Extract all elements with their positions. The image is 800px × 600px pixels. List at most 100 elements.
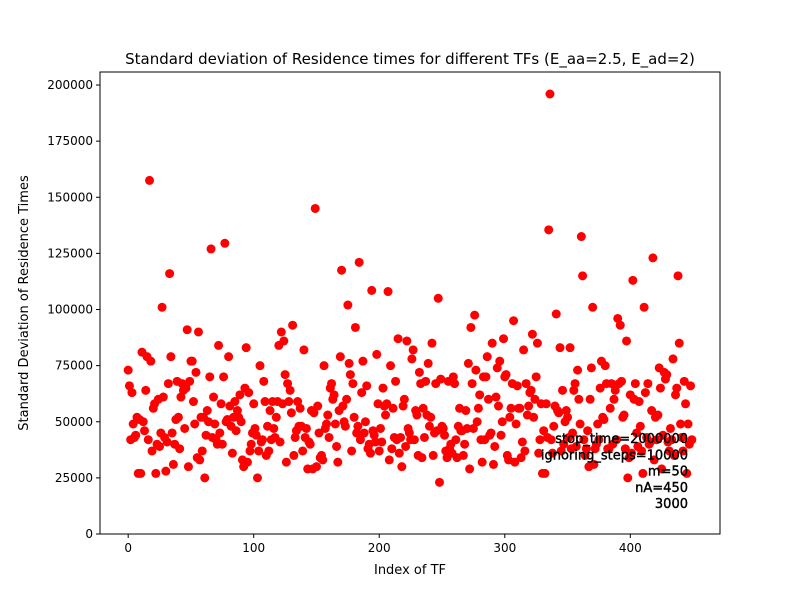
point bbox=[141, 385, 151, 395]
point bbox=[260, 397, 270, 407]
point bbox=[318, 455, 328, 465]
x-tick-label: 0 bbox=[124, 541, 132, 555]
point bbox=[281, 457, 291, 467]
point bbox=[682, 468, 692, 478]
point bbox=[640, 388, 650, 398]
point bbox=[438, 423, 448, 433]
point bbox=[241, 343, 251, 353]
point bbox=[655, 383, 665, 393]
point bbox=[515, 403, 525, 413]
point bbox=[258, 435, 268, 445]
point bbox=[637, 446, 647, 456]
point bbox=[313, 401, 323, 411]
point bbox=[540, 468, 550, 478]
point bbox=[181, 383, 191, 393]
point bbox=[605, 403, 615, 413]
point bbox=[573, 365, 583, 375]
point bbox=[365, 448, 375, 458]
point bbox=[342, 394, 352, 404]
point bbox=[338, 401, 348, 411]
point bbox=[323, 410, 333, 420]
point bbox=[428, 450, 438, 460]
point bbox=[147, 446, 157, 456]
point bbox=[412, 410, 422, 420]
point bbox=[586, 363, 596, 373]
point bbox=[310, 203, 320, 213]
point bbox=[275, 437, 285, 447]
point bbox=[570, 379, 580, 389]
point bbox=[280, 370, 290, 380]
point bbox=[195, 455, 205, 465]
point bbox=[499, 334, 509, 344]
point bbox=[632, 428, 642, 438]
point bbox=[224, 352, 234, 362]
point bbox=[381, 410, 391, 420]
point bbox=[579, 435, 589, 445]
point bbox=[606, 379, 616, 389]
point bbox=[619, 410, 629, 420]
point bbox=[136, 468, 146, 478]
point bbox=[246, 439, 256, 449]
point bbox=[404, 428, 414, 438]
point bbox=[600, 361, 610, 371]
point bbox=[352, 428, 362, 438]
point bbox=[647, 406, 657, 416]
point bbox=[370, 437, 380, 447]
point bbox=[161, 466, 171, 476]
point bbox=[627, 448, 637, 458]
point bbox=[662, 370, 672, 380]
point bbox=[215, 428, 225, 438]
point bbox=[630, 379, 640, 389]
point bbox=[131, 430, 141, 440]
point bbox=[384, 455, 394, 465]
point bbox=[427, 338, 437, 348]
point bbox=[299, 345, 309, 355]
point bbox=[563, 412, 573, 422]
point bbox=[289, 450, 299, 460]
point bbox=[166, 352, 176, 362]
point bbox=[197, 446, 207, 456]
point bbox=[595, 383, 605, 393]
point bbox=[209, 392, 219, 402]
point bbox=[471, 365, 481, 375]
point bbox=[383, 287, 393, 297]
x-tick-label: 300 bbox=[493, 541, 516, 555]
point bbox=[620, 444, 630, 454]
point bbox=[683, 419, 693, 429]
point bbox=[350, 322, 360, 332]
annotation: m=50 bbox=[648, 465, 688, 480]
point bbox=[679, 376, 689, 386]
point bbox=[594, 435, 604, 445]
point bbox=[581, 444, 591, 454]
point bbox=[470, 310, 480, 320]
point bbox=[265, 406, 275, 416]
point bbox=[349, 412, 359, 422]
y-tick-label: 200000 bbox=[47, 78, 93, 92]
point bbox=[466, 322, 476, 332]
point bbox=[486, 428, 496, 438]
point bbox=[417, 453, 427, 463]
point bbox=[168, 459, 178, 469]
point bbox=[526, 385, 536, 395]
point bbox=[483, 394, 493, 404]
point bbox=[332, 441, 342, 451]
annotation: 3000 bbox=[655, 497, 688, 512]
point bbox=[687, 435, 697, 445]
point bbox=[493, 401, 503, 411]
point bbox=[242, 457, 252, 467]
annotation: ignoring_steps=10000 bbox=[541, 448, 688, 463]
point bbox=[145, 175, 155, 185]
point bbox=[402, 336, 412, 346]
point bbox=[524, 401, 534, 411]
point bbox=[173, 412, 183, 422]
point bbox=[396, 432, 406, 442]
point bbox=[359, 428, 369, 438]
point bbox=[259, 376, 269, 386]
point bbox=[374, 446, 384, 456]
point bbox=[534, 448, 544, 458]
point bbox=[649, 455, 659, 465]
point bbox=[210, 419, 220, 429]
x-tick-label: 200 bbox=[368, 541, 391, 555]
point bbox=[163, 379, 173, 389]
